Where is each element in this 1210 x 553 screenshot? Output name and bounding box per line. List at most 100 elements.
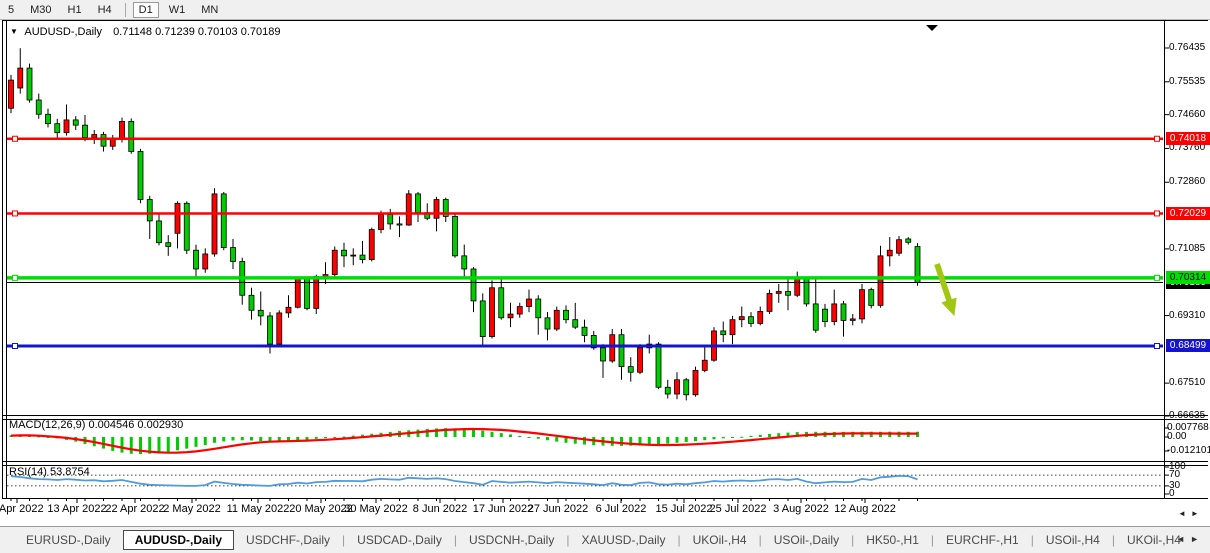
rsi-indicator-label: RSI(14) 53.8754 [9, 466, 90, 478]
candle-body-down [563, 309, 569, 321]
hline-handle[interactable] [1154, 210, 1160, 217]
candle-body-up [368, 229, 375, 260]
down-arrow-annotation[interactable] [934, 263, 957, 317]
chart-title: ▼ AUDUSD-,Daily 0.71148 0.71239 0.70103 … [10, 26, 280, 38]
tab-separator: | [566, 533, 570, 547]
candle-body-up [674, 379, 680, 395]
price-tick-label: 0.74660 [1169, 109, 1206, 120]
price-badge-0.70314: 0.70314 [1166, 271, 1210, 284]
macd-histogram-bar [703, 437, 707, 441]
candle-body-up [174, 202, 181, 234]
candle-body-down [54, 123, 61, 134]
candle-body-down [100, 134, 107, 147]
tab-eurchf-h1[interactable]: EURCHF-,H1 [946, 533, 1019, 547]
macd-histogram-bar [268, 437, 272, 442]
tab-usdcnh-daily[interactable]: USDCNH-,Daily [468, 533, 555, 547]
macd-histogram-bar [333, 437, 337, 438]
candle-body-up [405, 193, 412, 226]
candle-body-down [442, 199, 449, 217]
candle-body-up [526, 298, 532, 307]
date-label: 20 May 2022 [289, 503, 353, 515]
macd-histogram-bar [129, 437, 133, 454]
date-label: 4 Apr 2022 [0, 503, 44, 515]
candle-body-down [304, 278, 310, 309]
candle-body-down [664, 386, 671, 395]
candle-body-down [387, 214, 394, 225]
candle-body-down [82, 124, 88, 138]
timeframe-button-5[interactable]: 5 [8, 3, 15, 16]
candle-body-down [748, 316, 754, 324]
chart-scroll-right-icon[interactable]: ► [1190, 509, 1204, 518]
tab-scroll-left-icon[interactable]: ◄ [1176, 534, 1191, 544]
candle-body-up [757, 311, 764, 324]
symbol-tab-bar: EURUSD-,Daily AUDUSD-,Daily USDCHF-,Daily |… [0, 526, 1210, 553]
candle-body-up [738, 316, 745, 321]
rsi-line [10, 474, 918, 487]
macd-histogram-bar [361, 434, 364, 437]
candle-body-up [609, 334, 616, 362]
chart-scroll-left-icon[interactable]: ◄ [1178, 509, 1191, 518]
tab-eurusd-daily[interactable]: EURUSD-,Daily [26, 533, 111, 547]
macd-histogram-bar [351, 435, 355, 437]
tab-separator: | [1111, 533, 1115, 547]
tab-scroll-arrows[interactable]: ◄► [1176, 534, 1204, 544]
tab-audusd-daily[interactable]: AUDUSD-,Daily [122, 530, 235, 550]
price-badge-0.72029: 0.72029 [1166, 207, 1210, 220]
top-marker-triangle-icon[interactable] [926, 25, 938, 31]
rsi-tick-label: 70 [1169, 469, 1181, 480]
candle-body-down [479, 300, 486, 337]
macd-histogram-bar [222, 437, 226, 442]
candle-body-down [257, 309, 264, 317]
macd-histogram-bar [740, 436, 744, 438]
price-badge-0.74018: 0.74018 [1166, 132, 1210, 145]
hline-handle[interactable] [12, 274, 18, 281]
timeframe-button-h4[interactable]: H4 [97, 3, 112, 16]
tab-ukoil-h4[interactable]: UKOil-,H4 [1126, 533, 1181, 547]
tab-usoil-daily[interactable]: USOil-,Daily [773, 533, 840, 547]
candle-body-up [766, 292, 773, 312]
timeframe-button-h1[interactable]: H1 [67, 3, 82, 16]
macd-histogram-bar [546, 437, 549, 441]
macd-histogram-bar [46, 437, 50, 438]
timeframe-button-mn[interactable]: MN [201, 3, 219, 16]
chart-title-triangle-icon: ▼ [10, 27, 18, 36]
tab-ukoil-h4[interactable]: UKOil-,H4 [692, 533, 747, 547]
hline-handle[interactable] [1154, 342, 1160, 349]
tab-hk50-h1[interactable]: HK50-,H1 [866, 533, 919, 547]
tab-scroll-right-icon[interactable]: ► [1190, 534, 1204, 544]
candle-body-up [433, 199, 440, 219]
chart-scroll-arrows[interactable]: ◄► [1178, 509, 1204, 518]
timeframe-button-m30[interactable]: M30 [30, 3, 52, 16]
hline-handle[interactable] [12, 342, 18, 349]
tab-usdcad-daily[interactable]: USDCAD-,Daily [357, 533, 442, 547]
tab-separator: | [851, 533, 855, 547]
candle-body-up [276, 312, 283, 345]
tab-usoil-h4[interactable]: USOil-,H4 [1045, 533, 1100, 547]
candle-body-down [415, 193, 421, 214]
timeframe-button-w1[interactable]: W1 [168, 3, 186, 16]
candle-body-down [905, 238, 912, 243]
tab-separator: | [453, 533, 457, 547]
macd-histogram-bar [555, 437, 559, 442]
hline-handle[interactable] [12, 210, 18, 217]
tab-usdchf-daily[interactable]: USDCHF-,Daily [246, 533, 331, 547]
tab-xauusd-daily[interactable]: XAUUSD-,Daily [581, 533, 666, 547]
macd-histogram-bar [768, 433, 771, 437]
tab-separator: | [677, 533, 681, 547]
candle-body-up [507, 313, 514, 319]
hline-handle[interactable] [1154, 274, 1160, 281]
macd-histogram-bar [638, 437, 642, 446]
macd-histogram-bar [490, 431, 494, 437]
hline-handle[interactable] [1154, 135, 1160, 142]
macd-histogram-bar [795, 432, 799, 437]
macd-histogram-bar [536, 437, 540, 439]
macd-histogram-bar [564, 437, 568, 443]
price-tick-label: 0.67510 [1169, 377, 1206, 388]
price-tick-label: 0.73760 [1169, 142, 1206, 153]
hline-handle[interactable] [12, 135, 18, 142]
date-label: 11 May 2022 [226, 503, 290, 515]
timeframe-button-d1[interactable]: D1 [132, 1, 159, 18]
macd-histogram-bar [176, 437, 179, 451]
candle-body-down [248, 294, 255, 311]
